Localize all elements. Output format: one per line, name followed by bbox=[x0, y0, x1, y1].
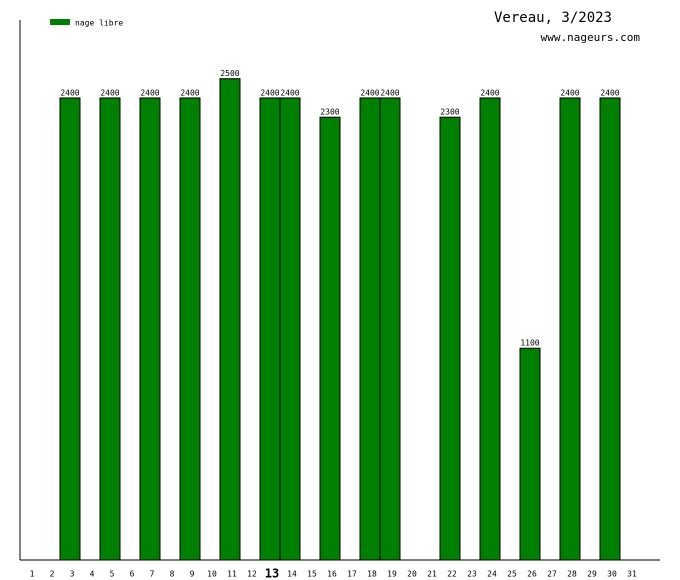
x-tick-label: 22 bbox=[447, 570, 457, 579]
value-label: 2400 bbox=[60, 88, 79, 97]
value-label: 2400 bbox=[360, 88, 379, 97]
x-tick-label: 5 bbox=[110, 570, 115, 579]
value-label: 2300 bbox=[320, 108, 339, 117]
value-label: 2400 bbox=[140, 88, 159, 97]
bar bbox=[219, 78, 241, 561]
value-label: 1100 bbox=[520, 339, 539, 348]
value-label: 2300 bbox=[440, 108, 459, 117]
value-label: 2400 bbox=[100, 88, 119, 97]
x-tick-label: 29 bbox=[587, 570, 597, 579]
bar bbox=[99, 97, 121, 561]
x-tick-label: 27 bbox=[547, 570, 557, 579]
chart-subtitle: www.nageurs.com bbox=[541, 31, 641, 44]
x-tick-label: 4 bbox=[90, 570, 95, 579]
x-tick-label: 9 bbox=[190, 570, 195, 579]
x-tick-label: 8 bbox=[170, 570, 175, 579]
x-tick-label: 12 bbox=[247, 570, 257, 579]
x-tick-label: 30 bbox=[607, 570, 617, 579]
x-tick-label: 23 bbox=[467, 570, 477, 579]
x-tick-label: 1 bbox=[30, 570, 35, 579]
bar bbox=[479, 97, 501, 561]
bar bbox=[279, 97, 301, 561]
x-tick-label: 25 bbox=[507, 570, 517, 579]
value-label: 2400 bbox=[180, 88, 199, 97]
x-tick-label: 17 bbox=[347, 570, 357, 579]
value-label: 2400 bbox=[380, 88, 399, 97]
bar bbox=[59, 97, 81, 561]
x-tick-label: 10 bbox=[207, 570, 217, 579]
x-tick-label: 19 bbox=[387, 570, 397, 579]
legend-label: nage libre bbox=[75, 19, 123, 28]
bar bbox=[359, 97, 381, 561]
bar bbox=[139, 97, 161, 561]
x-tick-label: 31 bbox=[627, 570, 637, 579]
x-tick-label: 20 bbox=[407, 570, 417, 579]
value-label: 2400 bbox=[480, 88, 499, 97]
x-tick-label: 6 bbox=[130, 570, 135, 579]
chart-title: Vereau, 3/2023 bbox=[494, 10, 612, 26]
x-tick-label: 24 bbox=[487, 570, 497, 579]
x-tick-label: 26 bbox=[527, 570, 537, 579]
value-label: 2400 bbox=[260, 88, 279, 97]
x-tick-label: 2 bbox=[50, 570, 55, 579]
value-label: 2500 bbox=[220, 69, 239, 78]
bar bbox=[439, 116, 461, 561]
value-label: 2400 bbox=[600, 88, 619, 97]
x-tick-label: 15 bbox=[307, 570, 317, 579]
bar bbox=[179, 97, 201, 561]
bar bbox=[559, 97, 581, 561]
x-tick-label: 21 bbox=[427, 570, 437, 579]
bar bbox=[379, 97, 401, 561]
x-tick-label: 14 bbox=[287, 570, 297, 579]
legend-swatch bbox=[50, 19, 70, 25]
bar bbox=[519, 347, 541, 561]
bar bbox=[319, 116, 341, 561]
x-tick-label: 11 bbox=[227, 570, 237, 579]
x-tick-label: 18 bbox=[367, 570, 377, 579]
x-tick-label: 16 bbox=[327, 570, 337, 579]
value-label: 2400 bbox=[280, 88, 299, 97]
x-tick-label: 13 bbox=[265, 567, 279, 580]
x-tick-label: 28 bbox=[567, 570, 577, 579]
bar bbox=[259, 97, 281, 561]
x-tick-label: 7 bbox=[150, 570, 155, 579]
bar bbox=[599, 97, 621, 561]
x-tick-label: 3 bbox=[70, 570, 75, 579]
value-label: 2400 bbox=[560, 88, 579, 97]
